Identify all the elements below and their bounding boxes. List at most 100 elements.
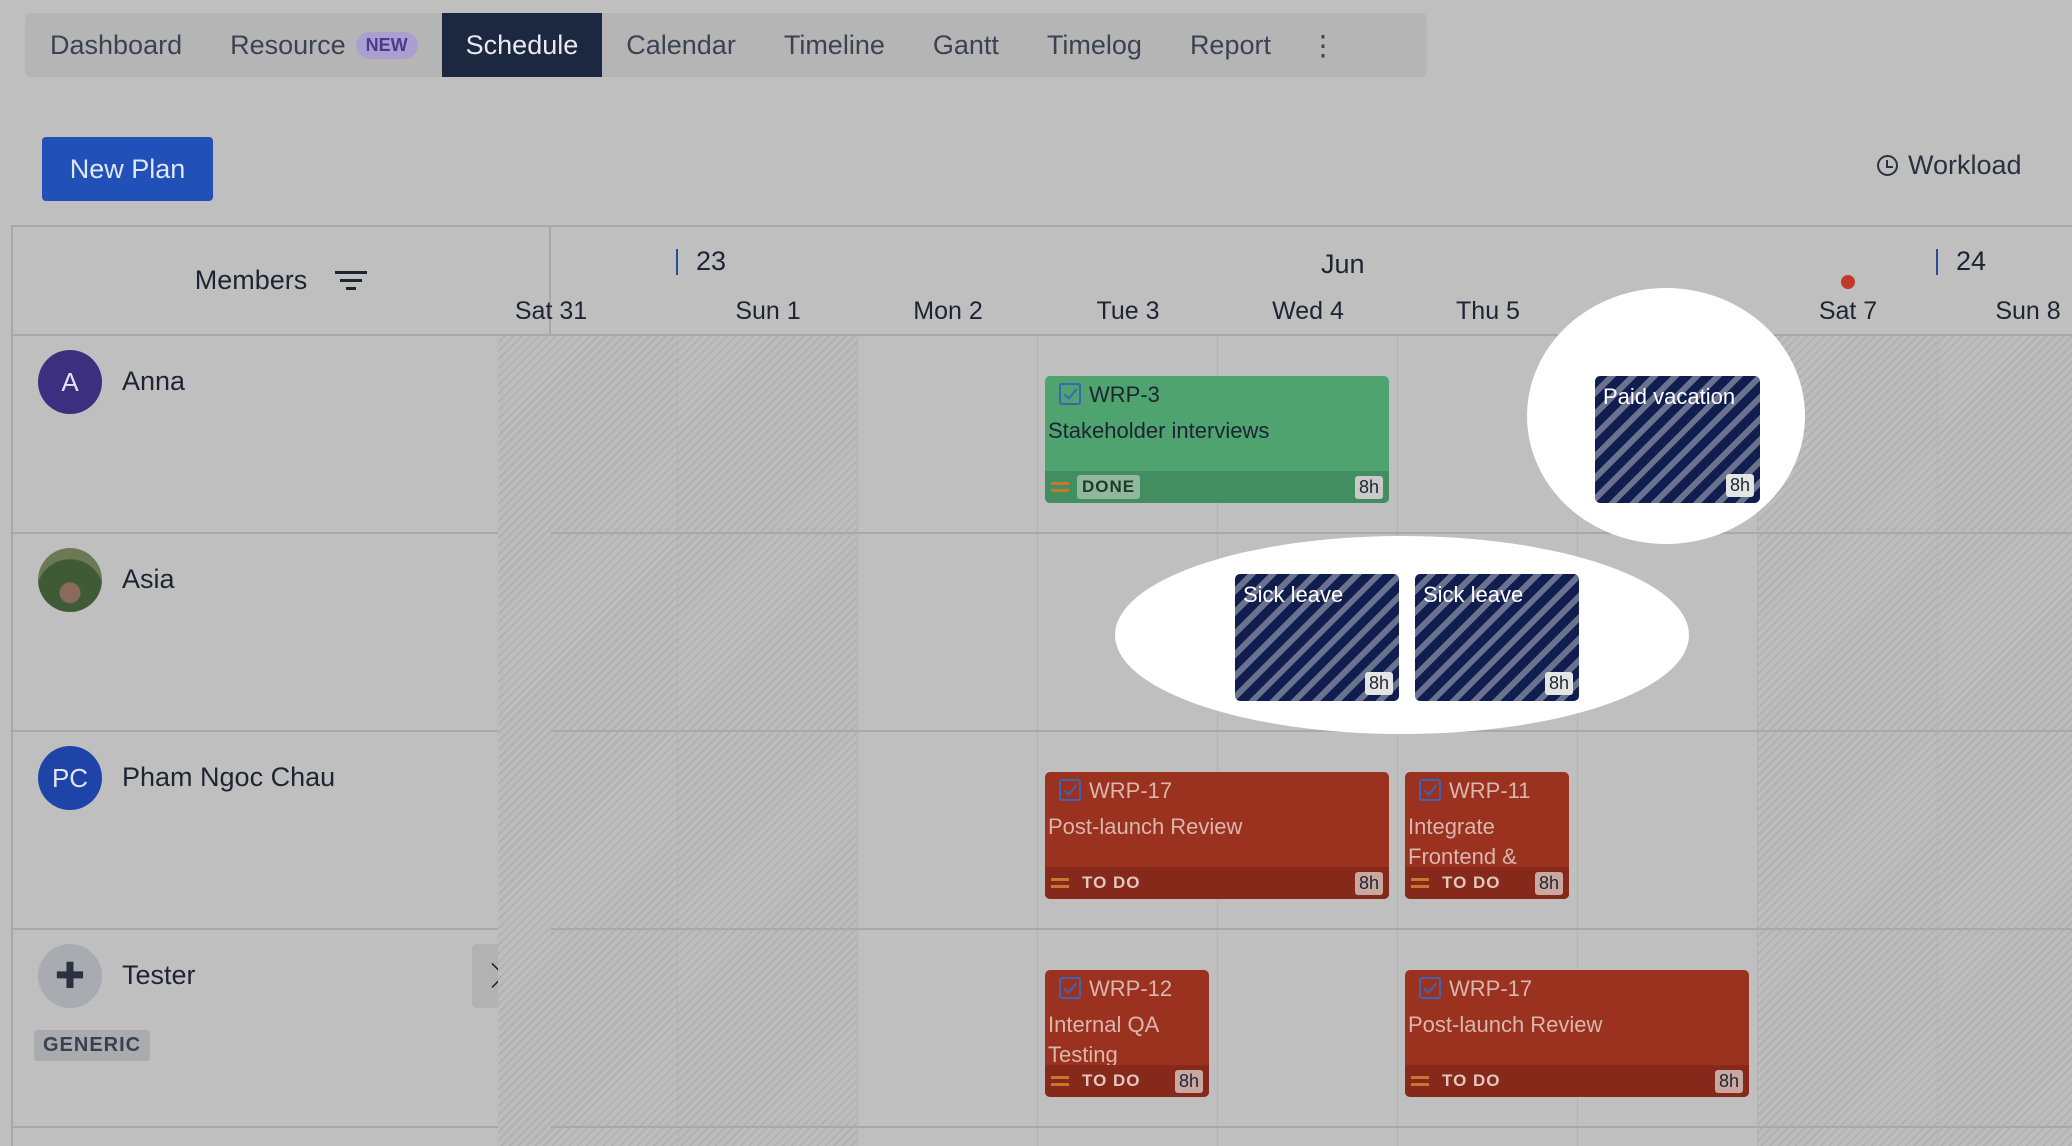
status-badge: TO DO [1082, 873, 1141, 892]
day-header: Wed 4 [1272, 297, 1344, 325]
clock-icon [1877, 155, 1898, 176]
checkbox-icon [1059, 977, 1081, 999]
task-card[interactable]: WRP-17 Post-launch Review TO DO 8h [1405, 970, 1749, 1097]
task-title: Internal QA Testing [1048, 1012, 1159, 1067]
priority-medium-icon [1411, 878, 1429, 888]
checkbox-icon [1059, 383, 1081, 405]
new-badge: NEW [355, 31, 418, 59]
day-column [1038, 336, 1218, 1146]
status-badge: DONE [1077, 475, 1141, 499]
week-label: 24 [1936, 248, 1986, 275]
checkbox-icon [1419, 779, 1441, 801]
today-marker [1841, 275, 1855, 289]
generic-badge: GENERIC [34, 1030, 151, 1061]
leave-card[interactable]: Sick leave 8h [1235, 574, 1399, 701]
priority-medium-icon [1051, 878, 1069, 888]
status-badge: TO DO [1442, 873, 1501, 892]
task-key: WRP-12 [1089, 976, 1173, 1001]
member-row-anna: A Anna [13, 336, 549, 534]
tab-timelog[interactable]: Timelog [1023, 13, 1166, 77]
task-title: Integrate Frontend & [1408, 814, 1517, 869]
month-label: Jun [1321, 249, 1365, 279]
task-key: WRP-3 [1089, 382, 1160, 407]
tab-calendar[interactable]: Calendar [602, 13, 760, 77]
day-header: Sat 31 [514, 297, 588, 325]
day-column [858, 336, 1038, 1146]
filter-icon[interactable] [335, 271, 368, 290]
member-name[interactable]: Anna [122, 366, 186, 396]
day-header: Sun 1 [735, 297, 801, 325]
tab-label: Resource [230, 29, 346, 60]
divider [551, 1126, 2072, 1128]
tab-resource[interactable]: Resource NEW [206, 13, 442, 77]
workload-button[interactable]: Workload [1877, 150, 2022, 181]
divider [551, 928, 2072, 930]
leave-card[interactable]: Sick leave 8h [1415, 574, 1579, 701]
task-key: WRP-11 [1449, 778, 1531, 803]
member-row-asia: Asia [13, 534, 549, 732]
tab-label: Calendar [626, 29, 736, 60]
day-header: Tue 3 [1096, 297, 1160, 325]
calendar-area: 23 Jun 24 Sat 31 Sun 1 Mon 2 Tue 3 Wed 4… [498, 227, 2072, 1146]
tab-schedule[interactable]: Schedule [441, 13, 603, 77]
checkbox-icon [1059, 779, 1081, 801]
tab-report[interactable]: Report [1166, 13, 1295, 77]
more-vertical-icon[interactable]: ⋮ [1308, 29, 1337, 61]
task-key: WRP-17 [1089, 778, 1173, 803]
day-column [678, 336, 858, 1146]
schedule-grid: Members A Anna Asia PC Pham Ngoc Chau ✚ … [11, 225, 2072, 1146]
task-card[interactable]: WRP-3 Stakeholder interviews DONE 8h [1045, 376, 1389, 503]
day-header: Sat 7 [1818, 297, 1878, 325]
avatar: A [38, 350, 102, 414]
member-row-pham-ngoc-chau: PC Pham Ngoc Chau [13, 732, 549, 930]
highlight-spotlight [1115, 536, 1689, 734]
new-plan-button[interactable]: New Plan [42, 137, 213, 201]
nav-tabs: Dashboard Resource NEW Schedule Calendar … [25, 13, 1427, 77]
tab-label: Gantt [932, 29, 999, 60]
day-header: Sun 8 [1995, 297, 2061, 325]
day-header: Mon 2 [913, 297, 983, 325]
day-column [1578, 336, 1758, 1146]
task-title: Stakeholder interviews [1048, 418, 1270, 443]
hours-badge: 8h [1354, 475, 1383, 499]
avatar: PC [38, 746, 102, 810]
task-key: WRP-17 [1449, 976, 1533, 1001]
tab-gantt[interactable]: Gantt [909, 13, 1023, 77]
day-column [1398, 336, 1578, 1146]
task-card[interactable]: WRP-12 Internal QA Testing TO DO 8h [1045, 970, 1209, 1097]
leave-title: Sick leave [1423, 582, 1524, 607]
status-badge: TO DO [1442, 1071, 1501, 1090]
tab-label: Timeline [783, 29, 885, 60]
task-title: Post-launch Review [1408, 1012, 1603, 1037]
leave-card[interactable]: Paid vacation 8h [1595, 376, 1760, 503]
day-column [1218, 336, 1398, 1146]
divider [551, 730, 2072, 732]
priority-medium-icon [1051, 482, 1069, 492]
workload-label: Workload [1908, 150, 2022, 180]
member-name[interactable]: Pham Ngoc Chau [122, 762, 336, 792]
tab-label: Report [1189, 29, 1271, 60]
hours-badge: 8h [1544, 672, 1573, 695]
member-name[interactable]: Asia [122, 564, 175, 594]
task-card[interactable]: WRP-17 Post-launch Review TO DO 8h [1045, 772, 1389, 899]
members-header: Members [13, 227, 549, 336]
day-column [498, 336, 678, 1146]
priority-medium-icon [1411, 1076, 1429, 1086]
member-row-tester: ✚ Tester ⤮ GENERIC [13, 930, 549, 1128]
members-title: Members [194, 265, 308, 295]
members-panel: Members A Anna Asia PC Pham Ngoc Chau ✚ … [13, 227, 551, 1146]
hours-badge: 8h [1354, 871, 1383, 895]
task-card[interactable]: WRP-11 Integrate Frontend & TO DO 8h [1405, 772, 1569, 899]
hours-badge: 8h [1714, 1069, 1743, 1093]
day-column [1938, 336, 2072, 1146]
task-title: Post-launch Review [1048, 814, 1243, 839]
hours-badge: 8h [1364, 672, 1393, 695]
week-label: 23 [676, 248, 726, 275]
status-badge: TO DO [1082, 1071, 1141, 1090]
hours-badge: 8h [1174, 1069, 1203, 1093]
leave-title: Paid vacation [1603, 384, 1736, 409]
tab-label: Schedule [465, 29, 579, 60]
tab-dashboard[interactable]: Dashboard [50, 13, 206, 77]
member-name[interactable]: Tester [122, 960, 196, 990]
tab-timeline[interactable]: Timeline [760, 13, 909, 77]
